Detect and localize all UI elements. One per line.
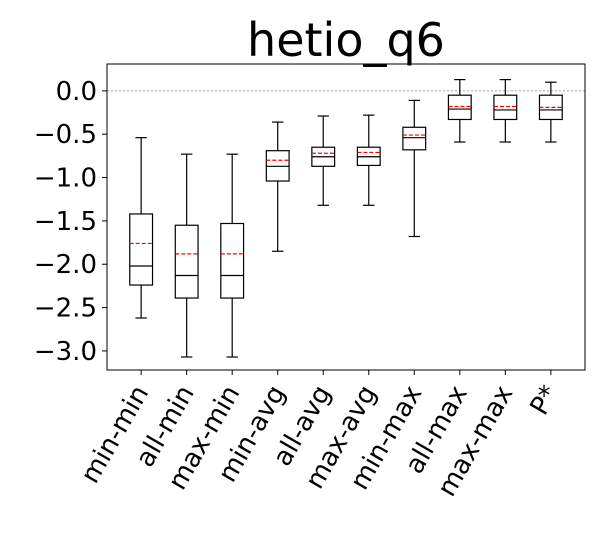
y-tick-label: −1.5 (34, 207, 97, 237)
y-tick-label: −1.0 (34, 164, 97, 194)
box-all-max (447, 79, 472, 143)
box-min-max (402, 99, 427, 238)
box-P* (538, 81, 563, 143)
iqr-box (402, 126, 427, 151)
y-tick-label: −0.5 (34, 120, 97, 150)
box-min-min (129, 137, 154, 319)
y-tick-label: −2.0 (34, 250, 97, 280)
plot-area: 0.0−0.5−1.0−1.5−2.0−2.5−3.0min-minall-mi… (34, 63, 586, 502)
y-tick-label: −2.5 (34, 294, 97, 324)
box-all-avg (311, 115, 336, 206)
box-max-min (220, 153, 245, 358)
box-max-max (493, 79, 518, 143)
y-tick-label: −3.0 (34, 337, 97, 367)
axes-frame (106, 63, 586, 371)
x-tick-label: P* (525, 381, 565, 421)
iqr-box (174, 224, 199, 299)
box-min-avg (265, 121, 290, 252)
box-all-min (174, 153, 199, 358)
chart-title: hetio_q6 (247, 13, 445, 67)
y-tick-label: 0.0 (56, 77, 97, 107)
iqr-box (447, 94, 472, 121)
iqr-box (129, 213, 154, 286)
box-max-avg (356, 114, 381, 206)
iqr-box (220, 222, 245, 299)
iqr-box (493, 94, 518, 121)
